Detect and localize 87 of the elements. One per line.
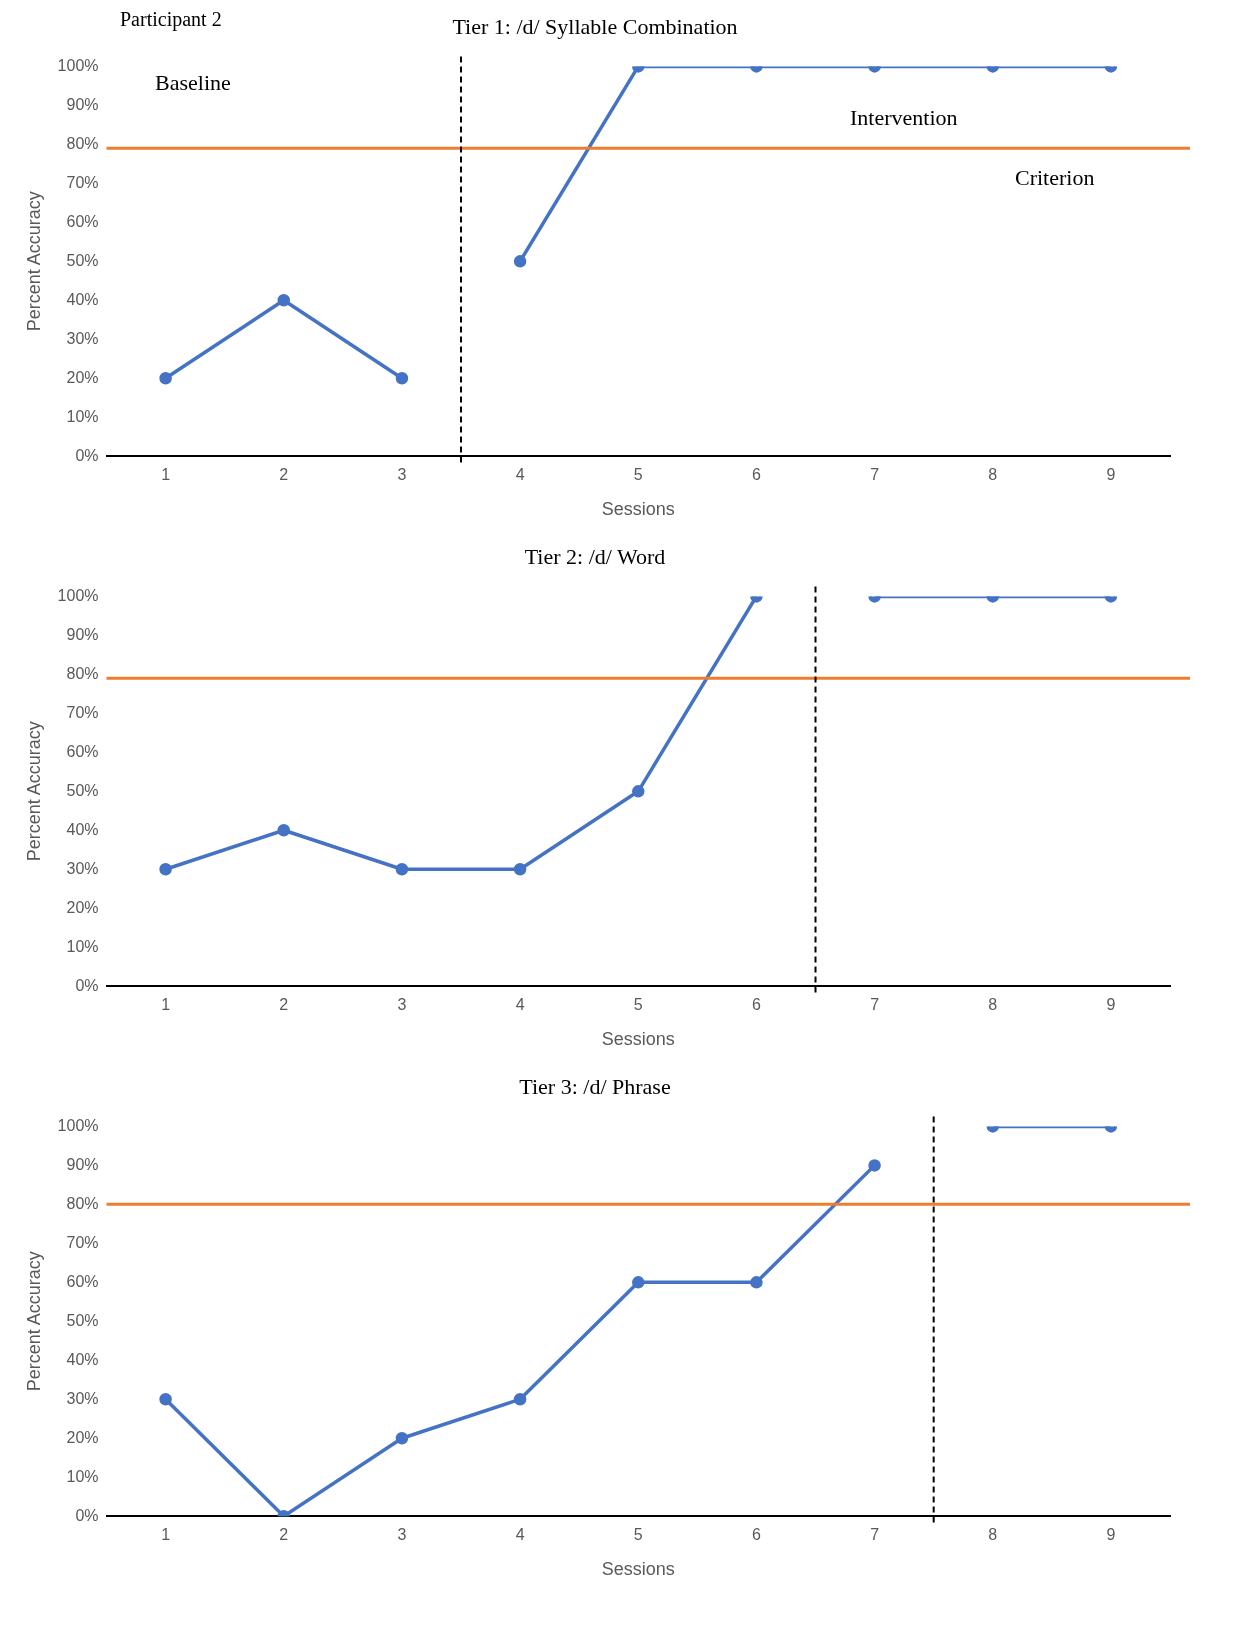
y-tick-label: 60% bbox=[66, 1272, 99, 1290]
point bbox=[632, 1276, 645, 1289]
x-tick-label: 1 bbox=[161, 466, 171, 484]
annotation: Intervention bbox=[850, 105, 958, 131]
point bbox=[395, 371, 409, 385]
x-tick-label: 9 bbox=[1106, 1526, 1116, 1544]
y-tick-label: 0% bbox=[75, 1506, 99, 1524]
x-tick-label: 4 bbox=[515, 466, 525, 484]
x-tick-label: 4 bbox=[515, 996, 525, 1014]
y-tick-label: 30% bbox=[66, 859, 99, 877]
x-tick-label: 7 bbox=[870, 1526, 880, 1544]
y-tick-label: 70% bbox=[66, 703, 99, 721]
point bbox=[513, 255, 527, 268]
point bbox=[395, 863, 409, 876]
x-tick-label: 9 bbox=[1106, 996, 1116, 1014]
y-tick-label: 90% bbox=[66, 625, 99, 643]
y-axis-title: Percent Accuracy bbox=[23, 1251, 44, 1392]
point bbox=[159, 863, 172, 876]
point bbox=[159, 371, 172, 385]
x-tick-label: 4 bbox=[515, 1526, 525, 1544]
chart-title: Tier 3: /d/ Phrase bbox=[519, 1073, 671, 1099]
y-axis-title: Percent Accuracy bbox=[23, 191, 44, 332]
y-tick-label: 10% bbox=[66, 937, 99, 955]
x-tick-label: 3 bbox=[397, 1526, 407, 1544]
x-tick-label: 6 bbox=[751, 1526, 761, 1544]
x-tick-label: 1 bbox=[161, 1526, 171, 1544]
y-tick-label: 70% bbox=[66, 1233, 99, 1251]
x-tick-label: 3 bbox=[397, 466, 407, 484]
x-tick-label: 3 bbox=[397, 996, 407, 1014]
y-tick-label: 30% bbox=[66, 1389, 99, 1407]
x-tick-label: 6 bbox=[751, 996, 761, 1014]
y-tick-label: 100% bbox=[57, 1116, 99, 1134]
x-tick-label: 2 bbox=[279, 466, 289, 484]
y-tick-label: 0% bbox=[75, 446, 99, 464]
x-axis-title: Sessions bbox=[601, 499, 675, 520]
y-tick-label: 20% bbox=[66, 1428, 99, 1446]
y-tick-label: 20% bbox=[66, 368, 99, 386]
chart-title: Tier 2: /d/ Word bbox=[524, 543, 666, 569]
x-axis-title: Sessions bbox=[601, 1559, 675, 1580]
y-tick-label: 80% bbox=[66, 134, 99, 152]
chart-title: Tier 1: /d/ Syllable Combination bbox=[452, 13, 738, 39]
y-tick-label: 70% bbox=[66, 173, 99, 191]
point bbox=[159, 1393, 172, 1406]
text: Participant 2 bbox=[120, 8, 222, 31]
y-tick-label: 50% bbox=[66, 781, 99, 799]
annotation: Criterion bbox=[1015, 165, 1095, 191]
point bbox=[277, 294, 291, 307]
y-tick-label: 0% bbox=[75, 976, 99, 994]
y-tick-label: 100% bbox=[57, 56, 99, 74]
y-tick-label: 40% bbox=[66, 820, 99, 838]
y-tick-label: 100% bbox=[57, 586, 99, 604]
x-tick-label: 6 bbox=[751, 466, 761, 484]
y-tick-label: 10% bbox=[66, 1467, 99, 1485]
x-tick-label: 5 bbox=[633, 1526, 643, 1544]
x-tick-label: 5 bbox=[633, 996, 643, 1014]
x-tick-label: 8 bbox=[988, 1526, 998, 1544]
x-tick-label: 2 bbox=[279, 1526, 289, 1544]
x-tick-label: 1 bbox=[161, 996, 171, 1014]
point bbox=[513, 863, 527, 876]
y-tick-label: 80% bbox=[66, 664, 99, 682]
y-tick-label: 30% bbox=[66, 329, 99, 347]
y-axis-title: Percent Accuracy bbox=[23, 721, 44, 862]
y-tick-label: 50% bbox=[66, 1311, 99, 1329]
x-tick-label: 8 bbox=[988, 996, 998, 1014]
x-tick-label: 2 bbox=[279, 996, 289, 1014]
point bbox=[750, 1276, 763, 1289]
point bbox=[632, 785, 645, 798]
x-tick-label: 7 bbox=[870, 466, 880, 484]
y-tick-label: 90% bbox=[66, 1155, 99, 1173]
y-tick-label: 40% bbox=[66, 290, 99, 308]
annotation: Baseline bbox=[155, 70, 231, 96]
y-tick-label: 50% bbox=[66, 251, 99, 269]
y-tick-label: 20% bbox=[66, 898, 99, 916]
y-tick-label: 40% bbox=[66, 1350, 99, 1368]
y-tick-label: 80% bbox=[66, 1194, 99, 1212]
x-tick-label: 8 bbox=[988, 466, 998, 484]
x-tick-label: 5 bbox=[633, 466, 643, 484]
x-tick-label: 9 bbox=[1106, 466, 1116, 484]
point bbox=[513, 1393, 527, 1406]
point bbox=[395, 1431, 409, 1445]
y-tick-label: 60% bbox=[66, 212, 99, 230]
x-axis-title: Sessions bbox=[601, 1029, 675, 1050]
y-tick-label: 60% bbox=[66, 742, 99, 760]
point bbox=[277, 824, 291, 837]
x-tick-label: 7 bbox=[870, 996, 880, 1014]
y-tick-label: 10% bbox=[66, 407, 99, 425]
y-tick-label: 90% bbox=[66, 95, 99, 113]
